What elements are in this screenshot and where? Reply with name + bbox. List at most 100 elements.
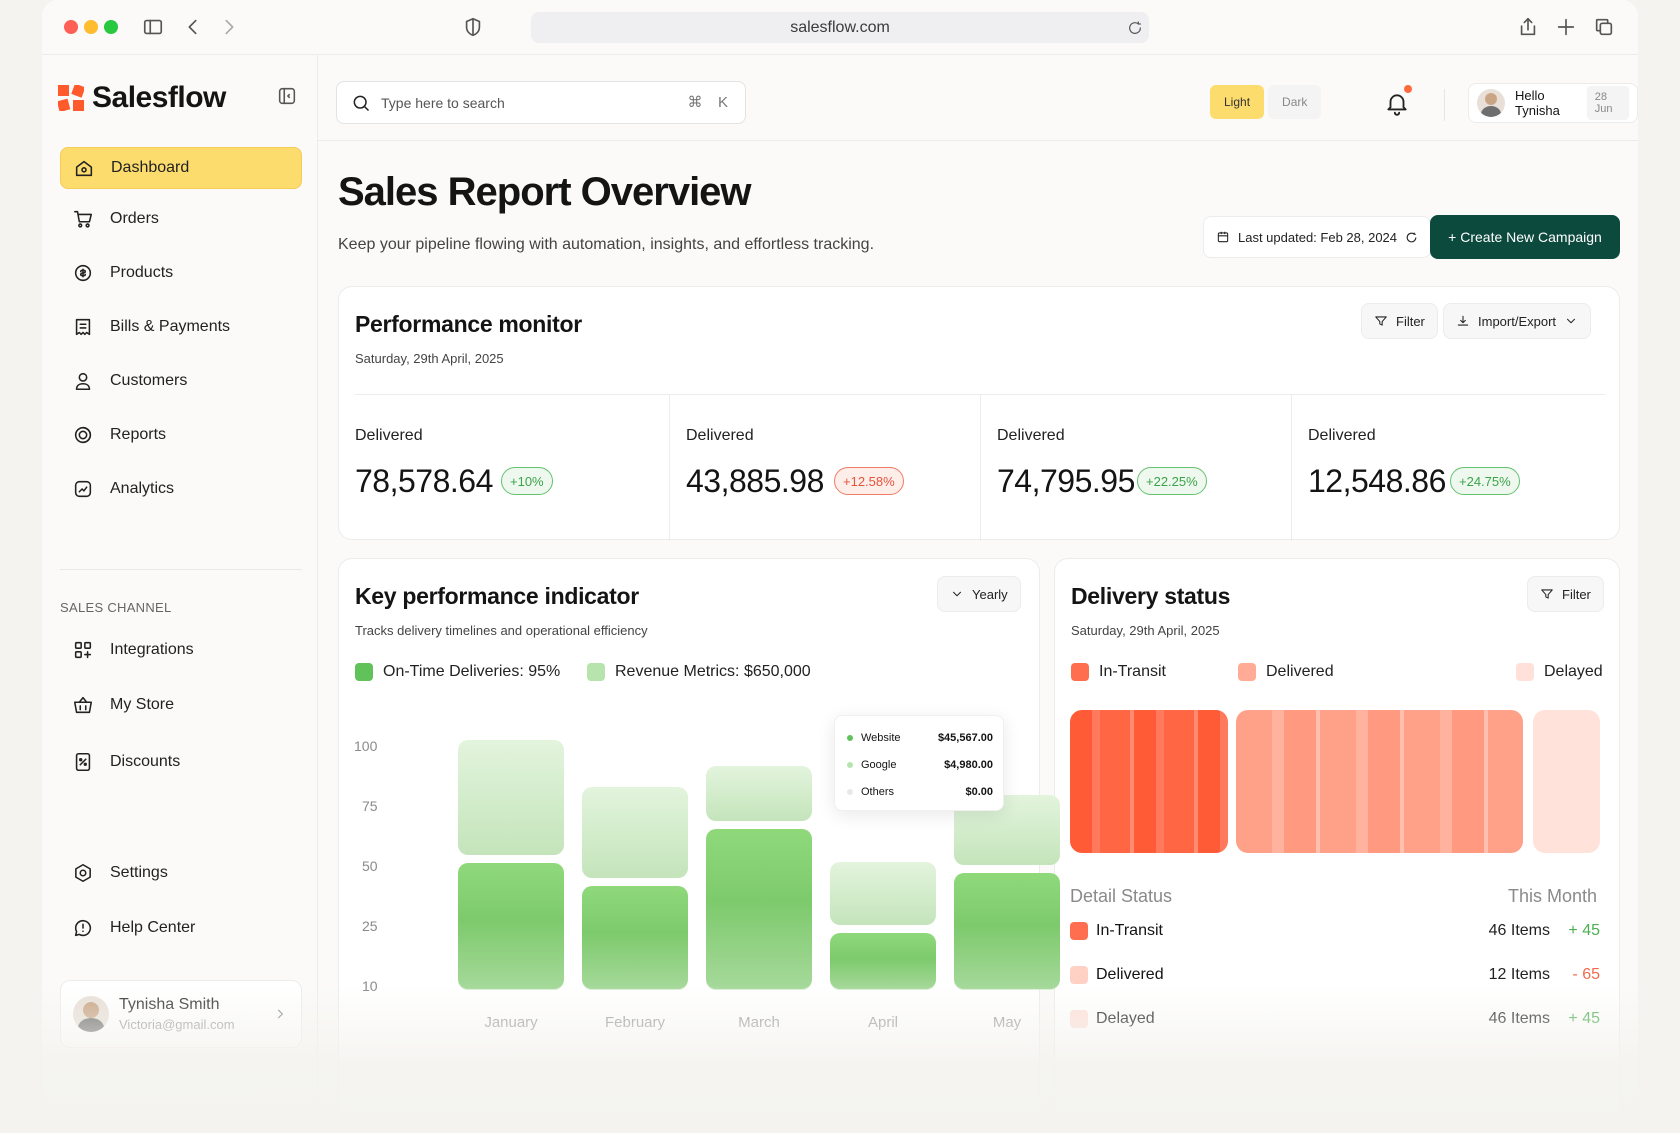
sidebar-item-help-center[interactable]: Help Center — [60, 907, 302, 949]
share-icon[interactable] — [1515, 14, 1541, 40]
theme-toggle: Light Dark — [1210, 85, 1322, 119]
kpi-card: Key performance indicator Tracks deliver… — [338, 558, 1040, 1133]
stat-change-badge: +22.25% — [1137, 467, 1207, 495]
chevron-right-icon — [277, 1009, 284, 1019]
sidebar-item-dashboard[interactable]: Dashboard — [60, 147, 302, 189]
sidebar-item-label: Orders — [110, 210, 159, 227]
bar-revenue-march[interactable] — [706, 766, 812, 821]
command-key-icon: ⌘ — [687, 94, 703, 111]
bar-on-time-may[interactable] — [954, 873, 1060, 990]
legend-revenue: Revenue Metrics: $650,000 — [587, 663, 811, 681]
sidebar-item-analytics[interactable]: Analytics — [60, 468, 302, 510]
bar-on-time-february[interactable] — [582, 886, 688, 990]
legend-in-transit: In-Transit — [1071, 663, 1166, 681]
period-select[interactable]: Yearly — [937, 576, 1021, 612]
detail-delta: + 45 — [1568, 922, 1600, 939]
filter-icon — [1541, 589, 1553, 599]
user-menu[interactable]: Hello Tynisha 28 Jun — [1468, 83, 1638, 123]
filter-button[interactable]: Filter — [1527, 576, 1604, 612]
url-text: salesflow.com — [790, 18, 890, 36]
products-icon — [74, 264, 92, 282]
y-tick-label: 100 — [354, 738, 378, 754]
last-updated-button[interactable]: Last updated: Feb 28, 2024 — [1203, 216, 1432, 258]
tabs-overview-icon[interactable] — [1591, 14, 1617, 40]
legend-label: In-Transit — [1099, 663, 1166, 680]
user-icon — [75, 372, 91, 391]
import-export-button[interactable]: Import/Export — [1443, 303, 1592, 339]
import-export-label: Import/Export — [1478, 313, 1557, 329]
stat-value: 12,548.86 — [1308, 463, 1446, 499]
light-theme-button[interactable]: Light — [1210, 85, 1265, 119]
stat-label: Delivered — [686, 427, 754, 444]
sidebar-item-reports[interactable]: Reports — [60, 414, 302, 456]
stat-delivered-3: Delivered 74,795.95 +22.25% — [980, 395, 1291, 541]
discount-icon — [75, 752, 91, 772]
stat-value: 43,885.98 — [686, 463, 824, 499]
home-icon — [75, 160, 93, 177]
sidebar-toggle-icon[interactable] — [140, 14, 166, 40]
create-campaign-button[interactable]: + Create New Campaign — [1430, 215, 1620, 259]
search-icon — [353, 95, 370, 111]
sidebar-item-products[interactable]: Products — [60, 252, 302, 294]
sidebar-item-integrations[interactable]: Integrations — [60, 629, 302, 671]
grid-plus-icon — [74, 641, 92, 659]
stat-change-badge: +12.58% — [834, 467, 904, 495]
y-tick-label: 25 — [362, 918, 378, 934]
brand-logo[interactable]: Salesflow — [58, 81, 226, 115]
stat-label: Delivered — [1308, 427, 1376, 444]
x-tick-label: March — [738, 1014, 780, 1031]
filter-button[interactable]: Filter — [1361, 303, 1438, 339]
kpi-subtitle: Tracks delivery timelines and operationa… — [355, 623, 648, 638]
legend-label: Revenue Metrics: $650,000 — [615, 663, 811, 680]
divider — [1444, 89, 1445, 121]
address-bar[interactable]: salesflow.com — [531, 12, 1149, 43]
tooltip-row-google: Google $4,980.00 — [847, 757, 993, 773]
page-title: Sales Report Overview — [338, 170, 752, 214]
user-profile-card[interactable]: Tynisha Smith Victoria@gmail.com — [60, 980, 302, 1048]
tooltip-label: Website — [861, 732, 901, 744]
detail-label: Delayed — [1096, 1010, 1155, 1027]
stat-change-badge: +24.75% — [1450, 467, 1520, 495]
chevron-down-icon — [1567, 318, 1576, 324]
collapse-sidebar-icon[interactable] — [276, 85, 298, 107]
chart-tooltip: Website $45,567.00 Google $4,980.00 Othe… — [834, 715, 1004, 811]
shield-icon[interactable] — [460, 14, 486, 40]
sidebar-item-discounts[interactable]: Discounts — [60, 741, 302, 783]
bar-on-time-april[interactable] — [830, 932, 936, 990]
detail-items: 46 Items — [1488, 1010, 1550, 1027]
period-label: Yearly — [972, 586, 1008, 602]
close-window-button[interactable] — [64, 20, 78, 34]
delivery-title: Delivery status — [1071, 583, 1231, 609]
bell-icon[interactable] — [1384, 91, 1410, 117]
search-input[interactable]: Type here to search ⌘ K — [336, 81, 746, 124]
y-tick-label: 10 — [362, 978, 378, 994]
sidebar-item-label: Analytics — [110, 480, 175, 497]
back-icon[interactable] — [180, 14, 206, 40]
sidebar-item-label: Discounts — [110, 753, 181, 770]
x-tick-label: April — [867, 1014, 898, 1031]
stat-value: 78,578.64 — [355, 463, 493, 499]
dark-theme-button[interactable]: Dark — [1268, 85, 1322, 119]
reload-icon[interactable] — [1122, 15, 1148, 41]
bar-on-time-march[interactable] — [706, 828, 812, 990]
minimize-window-button[interactable] — [84, 20, 98, 34]
new-tab-icon[interactable] — [1553, 14, 1579, 40]
sidebar-item-bills-payments[interactable]: Bills & Payments — [60, 306, 302, 348]
sales-channel-label: SALES CHANNEL — [60, 600, 172, 615]
maximize-window-button[interactable] — [104, 20, 118, 34]
sidebar-item-my-store[interactable]: My Store — [60, 684, 302, 726]
bar-revenue-april[interactable] — [830, 862, 936, 925]
forward-icon[interactable] — [216, 14, 242, 40]
sidebar-item-orders[interactable]: Orders — [60, 198, 302, 240]
notification-dot — [1404, 85, 1412, 93]
bar-on-time-january[interactable] — [458, 862, 564, 990]
bar-revenue-february[interactable] — [582, 787, 688, 878]
tooltip-dot — [847, 762, 853, 768]
bar-revenue-january[interactable] — [458, 740, 564, 855]
legend-on-time: On-Time Deliveries: 95% — [355, 663, 560, 681]
sidebar-item-settings[interactable]: Settings — [60, 852, 302, 894]
receipt-icon — [75, 318, 91, 336]
calendar-icon — [1217, 231, 1229, 243]
sidebar-item-customers[interactable]: Customers — [60, 360, 302, 402]
sidebar-item-label: Integrations — [110, 641, 194, 658]
